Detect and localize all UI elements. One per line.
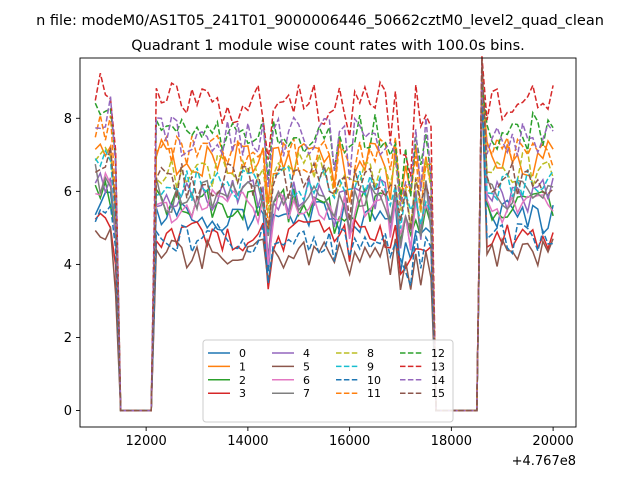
legend-label-12: 12: [431, 347, 445, 360]
legend-label-13: 13: [431, 360, 445, 373]
legend-label-15: 15: [431, 387, 445, 400]
y-tick-label: 8: [64, 112, 72, 127]
legend-label-4: 4: [303, 347, 310, 360]
legend-box: [202, 339, 454, 423]
y-axis: 0 2 4 6 8: [64, 112, 80, 419]
legend-label-0: 0: [239, 347, 246, 360]
series-lines: [94, 56, 554, 412]
x-tick-label: 20000: [532, 434, 573, 449]
legend-label-5: 5: [303, 360, 310, 373]
legend-label-11: 11: [367, 387, 381, 400]
series-line-11: [94, 78, 554, 412]
legend-label-6: 6: [303, 374, 310, 387]
series-line-15: [94, 57, 554, 412]
x-tick-label: 14000: [227, 434, 268, 449]
y-tick-label: 4: [64, 258, 72, 273]
x-tick-label: 16000: [329, 434, 370, 449]
x-tick-label: 18000: [431, 434, 472, 449]
legend-label-7: 7: [303, 387, 310, 400]
chart-suptitle: n file: modeM0/AS1T05_241T01_9000006446_…: [36, 13, 604, 29]
plot-border: [79, 57, 577, 428]
x-tick-label: 12000: [125, 434, 166, 449]
legend-label-14: 14: [431, 374, 445, 387]
legend-label-1: 1: [239, 360, 246, 373]
legend-label-10: 10: [367, 374, 381, 387]
legend-label-2: 2: [239, 374, 246, 387]
y-tick-label: 6: [64, 185, 72, 200]
legend-label-9: 9: [367, 360, 374, 373]
legend-label-3: 3: [239, 387, 246, 400]
x-axis: 12000 14000 16000 18000 20000: [125, 427, 574, 449]
x-axis-offset-label: +4.767e8: [512, 454, 576, 469]
chart-title: Quadrant 1 module wise count rates with …: [131, 38, 525, 54]
y-tick-label: 2: [64, 331, 72, 346]
y-tick-label: 0: [64, 404, 72, 419]
legend-label-8: 8: [367, 347, 374, 360]
